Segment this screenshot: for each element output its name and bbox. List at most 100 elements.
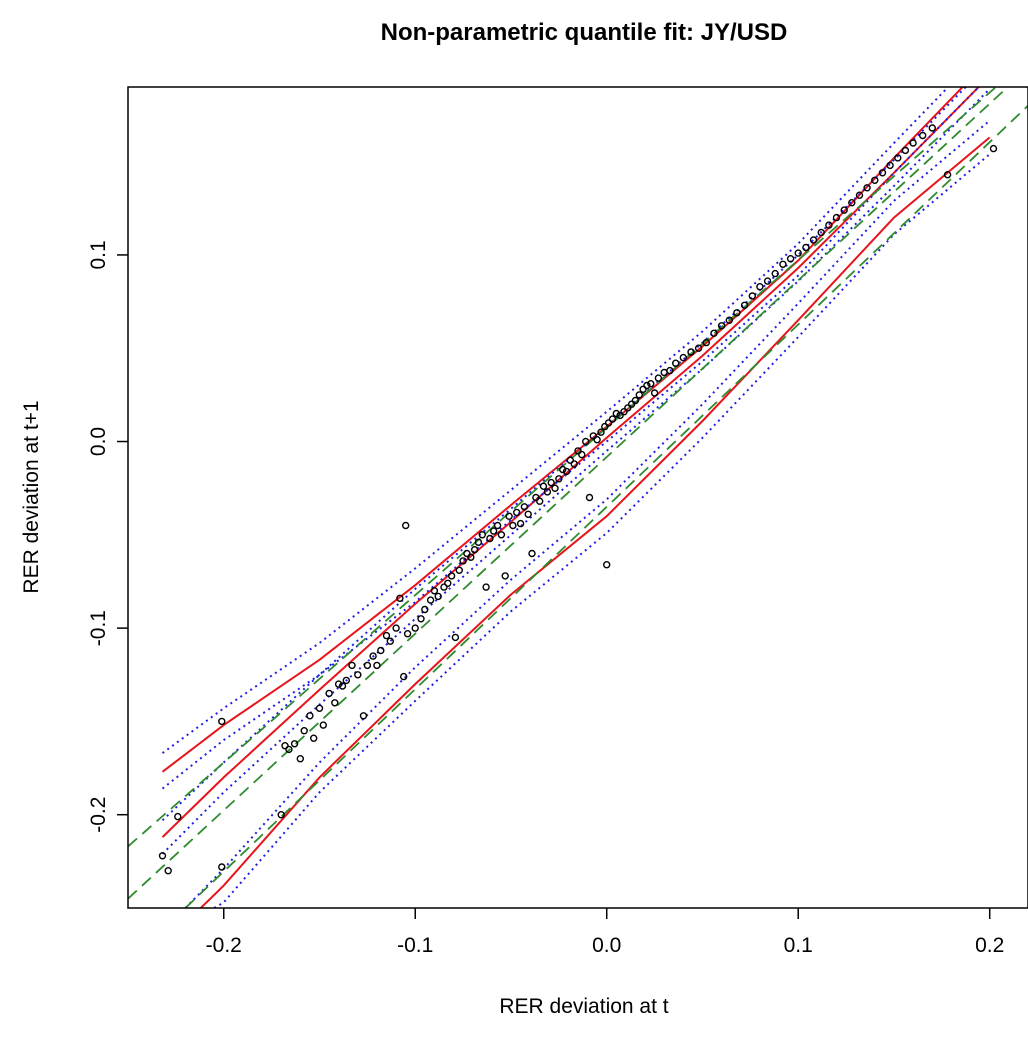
data-point: [451, 633, 460, 642]
data-point: [627, 400, 636, 408]
data-point: [855, 191, 864, 199]
data-point: [585, 493, 594, 502]
data-point: [809, 236, 818, 244]
data-point: [536, 497, 544, 505]
data-point: [794, 249, 802, 257]
data-point: [417, 615, 425, 623]
data-point: [771, 269, 779, 278]
data-point: [717, 322, 726, 330]
dashed-line-12: [184, 105, 1028, 908]
data-point: [470, 546, 479, 554]
data-point: [635, 391, 643, 399]
data-point: [559, 465, 567, 474]
data-point: [620, 408, 628, 416]
data-point: [474, 538, 483, 546]
data-point: [694, 344, 703, 352]
dotted-line-8: [184, 119, 991, 908]
data-point: [513, 508, 521, 517]
data-point: [679, 353, 687, 362]
data-point: [434, 592, 442, 601]
data-point: [551, 484, 559, 492]
data-point: [562, 467, 571, 476]
data-point: [989, 144, 998, 153]
data-point: [597, 428, 605, 436]
data-point: [578, 450, 586, 459]
data-point: [532, 493, 540, 502]
data-point: [342, 676, 350, 685]
y-tick-label: 0.1: [87, 240, 110, 269]
data-point: [624, 404, 632, 412]
data-point: [643, 381, 651, 390]
x-tick-label: -0.1: [397, 934, 433, 957]
data-point: [817, 228, 825, 237]
data-point: [402, 521, 410, 530]
dotted-line-4: [161, 87, 950, 754]
data-point: [426, 596, 435, 604]
data-point: [478, 531, 486, 539]
data-point: [848, 198, 856, 207]
data-point: [300, 727, 308, 735]
data-point: [310, 734, 318, 742]
data-point: [382, 631, 391, 640]
y-axis: -0.2 -0.1 0.0 0.1: [87, 240, 128, 833]
data-point: [832, 213, 841, 222]
data-point: [285, 745, 293, 754]
data-point: [158, 852, 167, 860]
solid-line-3: [200, 136, 991, 908]
data-point: [647, 380, 655, 388]
data-point: [710, 329, 718, 337]
data-point: [840, 206, 848, 214]
data-point: [928, 124, 936, 132]
data-point: [505, 512, 513, 520]
data-point: [604, 419, 613, 427]
data-point: [725, 316, 733, 324]
data-point: [756, 283, 764, 291]
data-point: [277, 811, 285, 819]
data-point: [218, 717, 226, 726]
data-point: [315, 704, 324, 712]
data-point: [748, 292, 756, 300]
data-point: [444, 579, 452, 587]
data-point: [672, 359, 680, 367]
data-point: [639, 385, 647, 393]
dashed-line-10: [128, 87, 998, 848]
y-tick-label: 0.0: [87, 427, 110, 456]
data-point: [463, 549, 471, 558]
solid-line-2: [161, 87, 981, 838]
data-point: [331, 699, 339, 707]
data-point: [650, 389, 659, 397]
data-point: [174, 812, 182, 821]
x-axis-label: RER deviation at t: [499, 995, 668, 1018]
data-point: [348, 661, 356, 670]
data-point: [386, 637, 394, 645]
data-point: [486, 534, 494, 543]
data-point: [296, 755, 304, 763]
data-point: [411, 624, 419, 632]
data-point: [601, 422, 609, 431]
data-point: [555, 475, 563, 483]
data-point: [733, 309, 741, 317]
series-layer: [128, 87, 1028, 908]
data-point: [878, 169, 887, 177]
data-point: [218, 863, 226, 871]
data-point: [654, 374, 663, 382]
data-point: [482, 583, 490, 591]
data-point: [455, 566, 463, 574]
data-point: [363, 661, 372, 670]
dotted-line-7: [161, 88, 991, 855]
data-point: [740, 301, 749, 309]
data-point: [447, 572, 456, 580]
data-point: [338, 682, 347, 690]
data-point: [528, 549, 536, 558]
data-point: [369, 652, 377, 660]
data-point: [539, 482, 548, 490]
data-point: [547, 478, 555, 487]
data-point: [493, 521, 502, 530]
data-point: [403, 630, 412, 638]
data-point: [164, 867, 172, 875]
y-tick-label: -0.1: [87, 610, 110, 646]
data-point: [603, 561, 611, 569]
data-point: [490, 527, 498, 535]
y-axis-label: RER deviation at t+1: [20, 400, 43, 593]
